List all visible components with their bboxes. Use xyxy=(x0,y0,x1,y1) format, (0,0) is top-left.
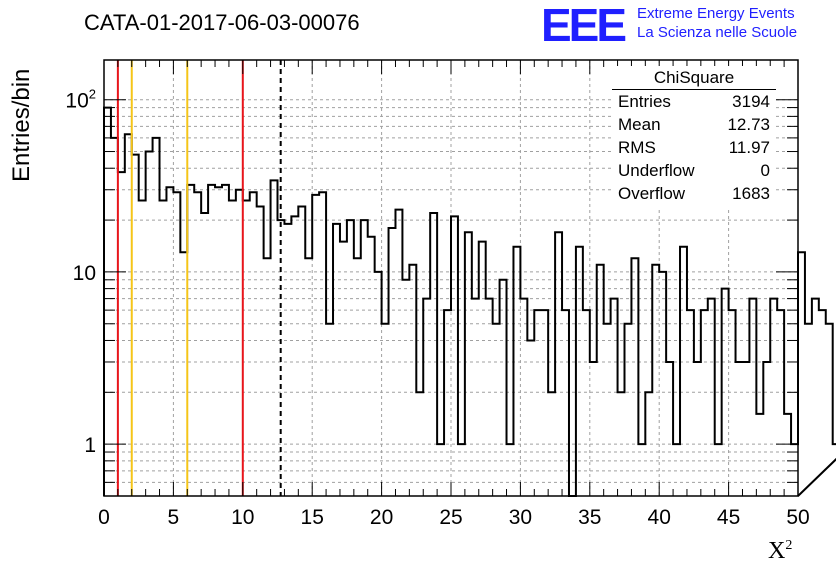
stats-row: Underflow 0 xyxy=(618,161,770,180)
y-tick-label: 1 xyxy=(84,434,96,457)
eee-logo: EEE xyxy=(541,0,627,51)
logo-line-1: Extreme Energy Events xyxy=(637,5,795,22)
y-axis-label: Entries/bin xyxy=(8,68,35,182)
chart-title: CATA-01-2017-06-03-00076 xyxy=(84,10,360,35)
x-tick-label: 25 xyxy=(439,506,462,529)
x-tick-label: 10 xyxy=(231,506,254,529)
stats-row: Overflow 1683 xyxy=(618,184,770,203)
x-tick-label: 45 xyxy=(717,506,740,529)
stats-row: RMS 11.97 xyxy=(618,138,770,157)
x-tick-label: 50 xyxy=(786,506,809,529)
x-tick-label: 5 xyxy=(168,506,180,529)
y-tick-label: 10 xyxy=(73,262,96,285)
x-tick-label: 40 xyxy=(648,506,671,529)
stats-row: Mean 12.73 xyxy=(618,115,770,134)
stats-box: ChiSquare Entries 3194 Mean 12.73 RMS 11.97… xyxy=(612,66,776,208)
x-tick-label: 15 xyxy=(301,506,324,529)
x-tick-label: 0 xyxy=(98,506,110,529)
stats-title: ChiSquare xyxy=(612,68,776,90)
y-tick-label: 102 xyxy=(65,87,96,113)
stats-row: Entries 3194 xyxy=(618,92,770,111)
x-tick-label: 35 xyxy=(578,506,601,529)
x-tick-label: 30 xyxy=(509,506,532,529)
x-tick-label: 20 xyxy=(370,506,393,529)
x-axis-label: X2 xyxy=(768,538,793,564)
logo-line-2: La Scienza nelle Scuole xyxy=(637,24,798,41)
